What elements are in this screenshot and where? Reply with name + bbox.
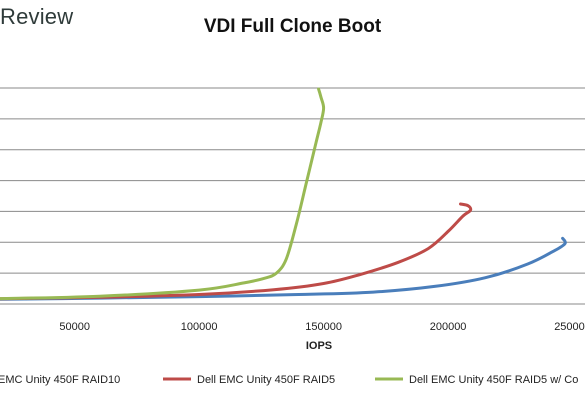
x-tick-label: 200000 [430, 321, 467, 333]
series-lines [0, 87, 567, 301]
x-tick-labels: 50000 100000 150000 200000 250000 [59, 321, 585, 333]
legend-label-2: Dell EMC Unity 450F RAID5 [197, 374, 335, 386]
x-tick-label: 150000 [305, 321, 342, 333]
series-line-3 [0, 87, 326, 301]
legend: EMC Unity 450F RAID10 Dell EMC Unity 450F… [0, 374, 578, 386]
x-tick-label: 250000 [554, 321, 585, 333]
x-tick-label: 50000 [59, 321, 90, 333]
chart-title: VDI Full Clone Boot [203, 16, 382, 37]
x-axis-title: IOPS [306, 340, 332, 352]
x-tick-label: 100000 [181, 321, 218, 333]
gridlines [0, 87, 585, 305]
brand-logo-text: Review [0, 4, 74, 29]
legend-label-1: EMC Unity 450F RAID10 [0, 374, 120, 386]
legend-label-3: Dell EMC Unity 450F RAID5 w/ Co [409, 374, 578, 386]
series-line-2 [0, 202, 473, 301]
